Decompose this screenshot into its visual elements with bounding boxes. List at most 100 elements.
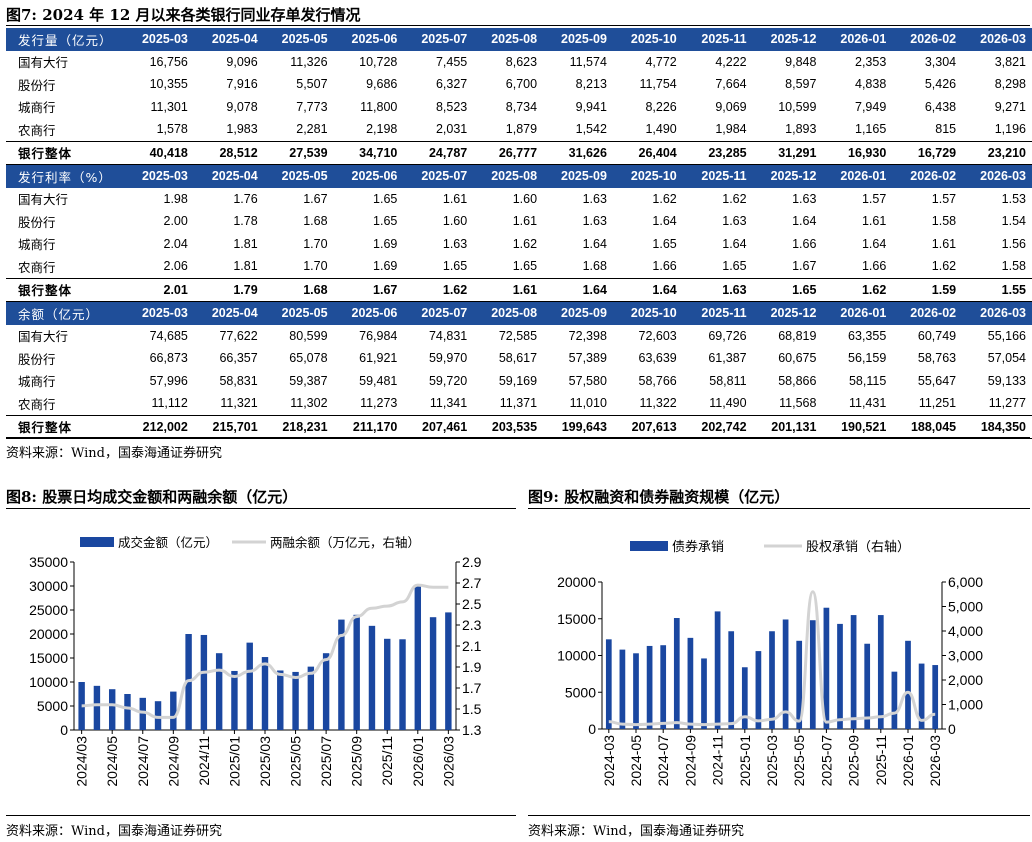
table-cell: 1.63 bbox=[722, 214, 747, 229]
x-tick-label: 2026-03 bbox=[927, 735, 943, 787]
table-cell: 1.65 bbox=[373, 191, 398, 206]
table-cell: 2.04 bbox=[163, 236, 188, 251]
table-cell: 1.67 bbox=[792, 259, 817, 274]
x-tick-label: 2025/01 bbox=[226, 736, 242, 787]
total-row: 银行整体 212,002 215,701 218,231 211,170 207,461 2… bbox=[6, 414, 1032, 439]
x-tick-label: 2025/09 bbox=[349, 736, 365, 787]
column-header: 2025-10 bbox=[612, 164, 683, 188]
table-cell: 9,271 bbox=[994, 99, 1026, 114]
chart8-title: 图8: 股票日均成交金额和两融余额（亿元） bbox=[6, 488, 298, 506]
total-cell: 203,535 bbox=[473, 414, 544, 439]
table-cell: 8,623 bbox=[505, 54, 538, 69]
right-tick-label: 2.1 bbox=[462, 638, 482, 654]
table-cell: 7,949 bbox=[855, 99, 887, 114]
right-tick-label: 1.7 bbox=[462, 680, 482, 696]
table-cell: 8,597 bbox=[785, 77, 817, 92]
table-cell: 11,277 bbox=[988, 396, 1026, 411]
table-cell: 11,754 bbox=[639, 77, 677, 92]
table-cell: 2,281 bbox=[296, 122, 328, 137]
bar bbox=[322, 653, 330, 730]
table-cell: 8,734 bbox=[505, 99, 538, 114]
row-label: 股份行 bbox=[18, 351, 56, 367]
table-cell: 74,685 bbox=[149, 328, 188, 343]
total-cell: 1.64 bbox=[543, 277, 613, 302]
x-tick-label: 2025-07 bbox=[818, 735, 834, 787]
column-header: 2025-08 bbox=[473, 28, 544, 51]
table-cell: 11,341 bbox=[429, 396, 468, 411]
table-source: 资料来源：Wind，国泰海通证券研究 bbox=[6, 446, 222, 461]
table-cell: 72,585 bbox=[498, 328, 538, 343]
table-cell: 1.68 bbox=[303, 214, 328, 229]
table-cell: 1.58 bbox=[1001, 259, 1026, 274]
section-header-label: 发行利率（%） bbox=[6, 164, 124, 188]
table-cell: 11,010 bbox=[569, 396, 607, 411]
column-header: 2025-10 bbox=[612, 301, 683, 325]
bar bbox=[796, 640, 803, 729]
table-cell: 3,304 bbox=[924, 54, 957, 69]
table-cell: 1.67 bbox=[303, 191, 328, 206]
bar bbox=[292, 671, 299, 730]
table-cell: 1.60 bbox=[512, 191, 538, 206]
table-cell: 815 bbox=[935, 122, 957, 137]
total-cell: 1.55 bbox=[962, 277, 1032, 302]
right-tick-label: 2.3 bbox=[462, 617, 482, 633]
row-label: 城商行 bbox=[18, 100, 56, 116]
column-header: 2025-05 bbox=[263, 301, 334, 325]
bar bbox=[823, 607, 830, 729]
right-tick-label: 6,000 bbox=[948, 574, 983, 590]
x-tick-label: 2024/09 bbox=[165, 736, 181, 787]
table-cell: 9,096 bbox=[226, 54, 258, 69]
left-tick-label: 5000 bbox=[565, 684, 596, 700]
right-tick-label: 2.5 bbox=[462, 596, 482, 612]
bar bbox=[368, 625, 376, 730]
bar bbox=[605, 639, 612, 729]
table-cell: 5,426 bbox=[924, 77, 957, 92]
bar bbox=[200, 634, 208, 730]
table-cell: 1.63 bbox=[582, 214, 607, 229]
table-cell: 6,700 bbox=[505, 77, 538, 92]
table-row: 城商行 57,996 58,831 59,387 59,481 59,720 59,169 5… bbox=[6, 370, 1032, 393]
bar bbox=[864, 643, 871, 729]
column-header: 2025-11 bbox=[682, 301, 753, 325]
table-cell: 72,603 bbox=[638, 328, 677, 343]
total-row: 银行整体 2.01 1.79 1.68 1.67 1.62 1.61 1.64 1.64 1.63… bbox=[6, 277, 1032, 302]
x-tick-label: 2025/11 bbox=[379, 736, 395, 786]
table-cell: 16,756 bbox=[149, 54, 188, 69]
table-cell: 66,873 bbox=[149, 351, 188, 366]
table-cell: 1,196 bbox=[994, 122, 1026, 137]
total-cell: 1.63 bbox=[682, 277, 753, 302]
table-cell: 1.54 bbox=[1001, 214, 1026, 229]
chart8-source: 资料来源：Wind，国泰海通证券研究 bbox=[6, 824, 222, 839]
total-cell: 218,231 bbox=[263, 414, 334, 439]
x-tick-label: 2024-03 bbox=[601, 735, 617, 787]
bar bbox=[755, 651, 762, 729]
table-cell: 11,112 bbox=[151, 396, 188, 411]
table-cell: 1.69 bbox=[373, 236, 398, 251]
x-tick-label: 2025-05 bbox=[791, 735, 807, 787]
chart8-title-rule bbox=[6, 508, 516, 509]
table-cell: 76,984 bbox=[359, 328, 398, 343]
table-cell: 1.56 bbox=[1001, 236, 1026, 251]
table-cell: 57,389 bbox=[568, 351, 607, 366]
total-cell: 26,777 bbox=[473, 140, 544, 165]
table-cell: 4,222 bbox=[715, 54, 747, 69]
table-cell: 61,921 bbox=[359, 351, 398, 366]
table-cell: 7,773 bbox=[296, 99, 328, 114]
total-label: 银行整体 bbox=[6, 414, 124, 439]
column-header: 2025-04 bbox=[193, 301, 264, 325]
column-header: 2025-08 bbox=[473, 164, 544, 188]
total-cell: 207,613 bbox=[612, 414, 683, 439]
table-cell: 2,198 bbox=[366, 122, 398, 137]
table-cell: 57,996 bbox=[149, 373, 188, 388]
table-cell: 11,574 bbox=[569, 54, 607, 69]
column-header: 2025-06 bbox=[333, 28, 404, 51]
bar bbox=[414, 586, 422, 730]
table-cell: 11,490 bbox=[709, 396, 747, 411]
table-cell: 59,387 bbox=[289, 373, 328, 388]
total-cell: 1.68 bbox=[263, 277, 334, 302]
table-cell: 58,617 bbox=[498, 351, 538, 366]
table-cell: 58,766 bbox=[638, 373, 677, 388]
bar bbox=[918, 663, 925, 729]
legend-bar-swatch bbox=[80, 537, 114, 547]
column-header: 2025-07 bbox=[403, 301, 474, 325]
